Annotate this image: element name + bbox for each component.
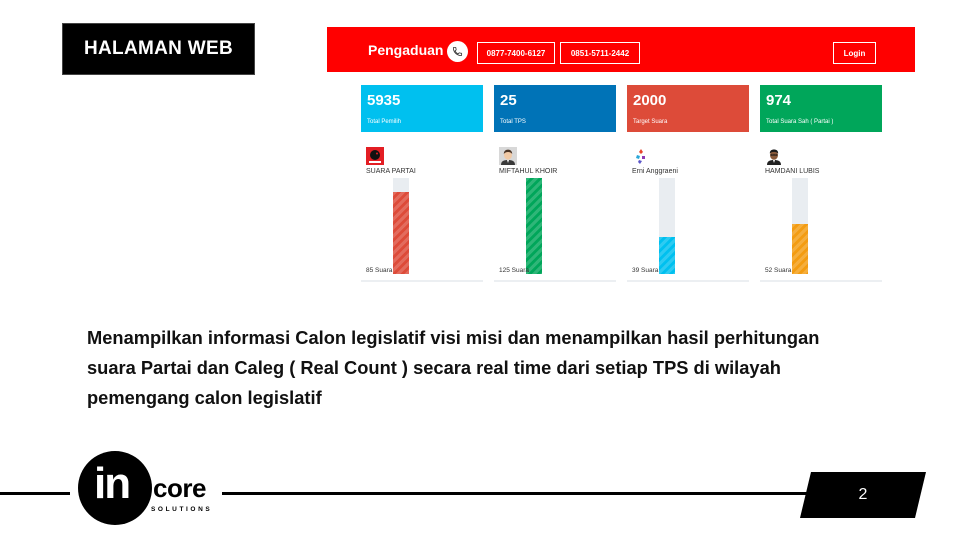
vote-card-suara-partai: SUARA PARTAI 85 Suara — [361, 142, 483, 282]
candidate-name: HAMDANI LUBIS — [765, 168, 820, 175]
phone-number-button-2[interactable]: 0851-5711-2442 — [560, 42, 640, 64]
candidate-avatar-icon — [767, 149, 781, 165]
vote-count: 85 Suara — [366, 267, 393, 274]
vote-bar-track — [526, 178, 542, 274]
logo-mark: in — [94, 459, 131, 508]
stat-value: 2000 — [633, 92, 667, 109]
vote-count: 125 Suara — [499, 267, 529, 274]
vote-count: 52 Suara — [765, 267, 792, 274]
candidate-name: Erni Anggraeni — [632, 168, 678, 175]
phone-number-button-1[interactable]: 0877-7400-6127 — [477, 42, 555, 64]
candidate-name: SUARA PARTAI — [366, 168, 416, 175]
party-logo-icon — [366, 147, 384, 165]
stat-total-pemilih: 5935 Total Pemilih — [361, 85, 483, 132]
stat-value: 5935 — [367, 92, 401, 109]
footer-divider-right — [222, 492, 814, 495]
logo-circle-icon — [78, 451, 152, 525]
slide-title: HALAMAN WEB — [62, 23, 255, 75]
vote-bar-fill — [659, 236, 675, 274]
page-number: 2 — [800, 472, 926, 518]
description-line: Menampilkan informasi Calon legislatif v… — [87, 327, 820, 348]
stat-label: Target Suara — [633, 119, 668, 125]
slide-description: Menampilkan informasi Calon legislatif v… — [87, 323, 947, 413]
description-line: suara Partai dan Caleg ( Real Count ) se… — [87, 357, 781, 378]
vote-count: 39 Suara — [632, 267, 659, 274]
vote-bar-track — [659, 178, 675, 274]
stat-value: 25 — [500, 92, 517, 109]
vote-bar-track — [792, 178, 808, 274]
logo-wordmark: core — [153, 473, 206, 503]
brand-label: Pengaduan — [368, 42, 444, 58]
vote-bar-fill — [526, 178, 542, 274]
stat-label: Total TPS — [500, 119, 526, 125]
candidate-name: MIFTAHUL KHOIR — [499, 168, 558, 175]
stat-total-tps: 25 Total TPS — [494, 85, 616, 132]
vote-card-hamdani-lubis: HAMDANI LUBIS 52 Suara — [760, 142, 882, 282]
vote-card-miftahul-khoir: MIFTAHUL KHOIR 125 Suara — [494, 142, 616, 282]
vote-bar-fill — [393, 192, 409, 274]
phone-icon[interactable] — [447, 41, 468, 62]
vote-bar-fill — [792, 224, 808, 274]
logo-tagline: SOLUTIONS — [151, 506, 213, 513]
vote-card-erni-anggraeni: Erni Anggraeni 39 Suara — [627, 142, 749, 282]
footer-divider-left — [0, 492, 70, 495]
stat-target-suara: 2000 Target Suara — [627, 85, 749, 132]
candidate-logo-icon — [636, 149, 645, 164]
login-button[interactable]: Login — [833, 42, 876, 64]
stat-value: 974 — [766, 92, 792, 109]
candidate-avatar-icon — [499, 147, 517, 165]
vote-bar-track — [393, 178, 409, 274]
stat-total-suara-sah: 974 Total Suara Sah ( Partai ) — [760, 85, 882, 132]
description-line: pemengang calon legislatif — [87, 387, 322, 408]
stat-label: Total Pemilih — [367, 119, 402, 125]
stat-label: Total Suara Sah ( Partai ) — [766, 119, 834, 125]
web-header: Pengaduan 0877-7400-6127 0851-5711-2442 … — [327, 27, 915, 72]
